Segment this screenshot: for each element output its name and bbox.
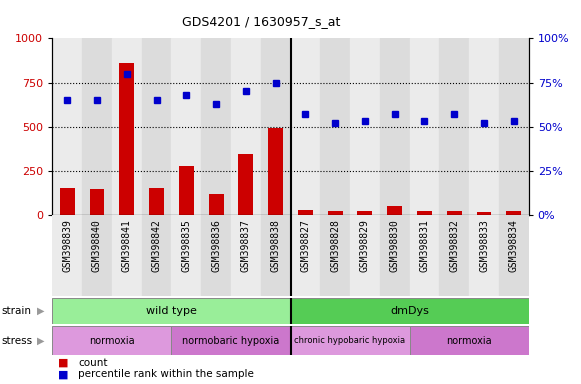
Bar [112,38,142,215]
Bar [320,38,350,215]
Bar [171,215,201,296]
Bar [119,63,134,215]
Bar [439,38,469,215]
Text: GSM398833: GSM398833 [479,219,489,272]
Bar [439,215,469,296]
Text: GSM398840: GSM398840 [92,219,102,272]
Bar [261,215,290,296]
Bar [149,188,164,215]
Text: GSM398832: GSM398832 [449,219,459,272]
Bar [380,215,410,296]
Text: wild type: wild type [146,306,197,316]
Text: count: count [78,358,108,368]
Text: GSM398838: GSM398838 [271,219,281,272]
Bar [231,215,261,296]
Bar [290,38,320,215]
Bar [290,298,529,324]
Bar [350,215,380,296]
Text: chronic hypobaric hypoxia: chronic hypobaric hypoxia [295,336,406,345]
Text: stress: stress [2,336,33,346]
Bar [238,154,253,215]
Bar [410,38,439,215]
Text: strain: strain [2,306,32,316]
Text: GSM398836: GSM398836 [211,219,221,272]
Text: normobaric hypoxia: normobaric hypoxia [182,336,279,346]
Bar [290,326,410,355]
Bar [82,215,112,296]
Bar [142,38,171,215]
Bar [469,215,499,296]
Bar [52,326,171,355]
Bar [507,211,521,215]
Text: GSM398834: GSM398834 [509,219,519,272]
Bar [320,215,350,296]
Bar [201,38,231,215]
Bar [89,189,105,215]
Bar [417,211,432,215]
Text: GSM398837: GSM398837 [241,219,251,272]
Text: normoxia: normoxia [446,336,492,346]
Bar [350,38,380,215]
Bar [298,210,313,215]
Text: GSM398829: GSM398829 [360,219,370,272]
Bar [52,298,290,324]
Text: GSM398839: GSM398839 [62,219,72,272]
Bar [499,215,529,296]
Text: ▶: ▶ [37,336,44,346]
Bar [52,38,82,215]
Text: ■: ■ [58,358,69,368]
Bar [328,211,343,215]
Bar [112,215,142,296]
Bar [209,194,224,215]
Bar [142,215,171,296]
Bar [171,326,290,355]
Bar [388,206,402,215]
Text: GSM398830: GSM398830 [390,219,400,272]
Bar [179,167,193,215]
Bar [447,211,462,215]
Bar [60,188,74,215]
Bar [469,38,499,215]
Bar [410,326,529,355]
Bar [410,215,439,296]
Text: GSM398828: GSM398828 [330,219,340,272]
Bar [201,215,231,296]
Text: GSM398841: GSM398841 [122,219,132,272]
Bar [261,38,290,215]
Text: GSM398827: GSM398827 [300,219,310,272]
Text: dmDys: dmDys [390,306,429,316]
Bar [52,215,82,296]
Bar [171,38,201,215]
Bar [357,211,372,215]
Text: ■: ■ [58,369,69,379]
Text: GSM398842: GSM398842 [152,219,162,272]
Bar [82,38,112,215]
Text: ▶: ▶ [37,306,44,316]
Bar [268,129,283,215]
Bar [231,38,261,215]
Bar [380,38,410,215]
Bar [290,215,320,296]
Text: GSM398831: GSM398831 [419,219,429,272]
Text: percentile rank within the sample: percentile rank within the sample [78,369,254,379]
Text: GDS4201 / 1630957_s_at: GDS4201 / 1630957_s_at [182,15,340,28]
Text: normoxia: normoxia [89,336,135,346]
Bar [476,212,492,215]
Bar [499,38,529,215]
Text: GSM398835: GSM398835 [181,219,191,272]
